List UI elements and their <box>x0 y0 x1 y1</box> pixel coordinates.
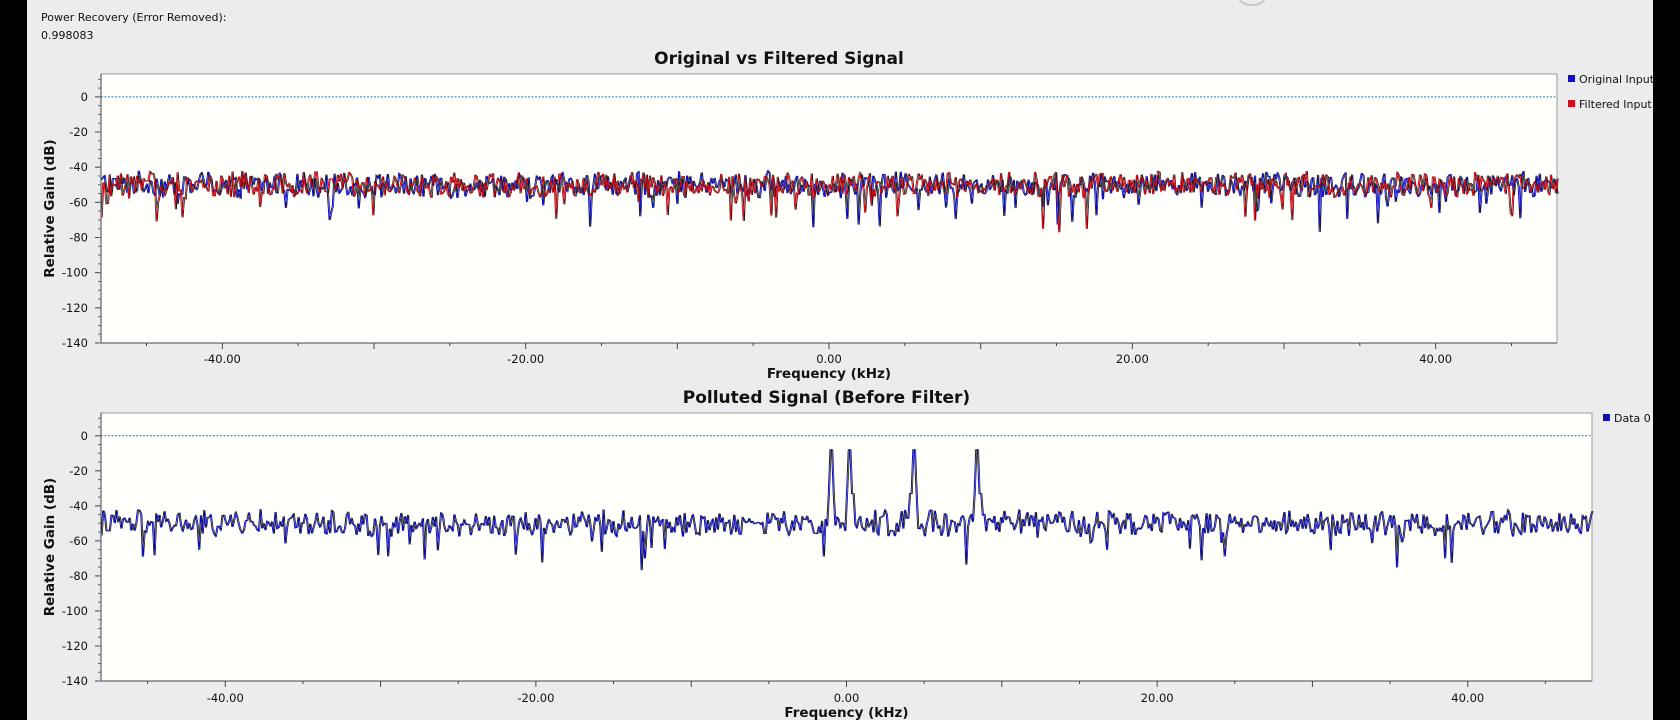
legend-swatch <box>1568 100 1575 107</box>
power-recovery-label: Power Recovery (Error Removed): <box>41 11 227 24</box>
chart-title: Original vs Filtered Signal <box>654 49 904 69</box>
x-tick-label: -40.00 <box>207 691 244 705</box>
y-tick-label: -140 <box>62 336 88 350</box>
legend-label: Data 0 <box>1614 412 1651 425</box>
y-axis-label: Relative Gain (dB) <box>42 139 58 277</box>
x-axis-label: Frequency (kHz) <box>784 705 908 720</box>
y-tick-label: 0 <box>81 429 88 443</box>
x-tick-label: -20.00 <box>517 691 554 705</box>
y-tick-label: 0 <box>81 90 88 104</box>
right-edge-bar <box>1653 0 1680 720</box>
x-tick-label: 20.00 <box>1116 352 1149 366</box>
left-edge-bar <box>0 0 27 720</box>
series-line-data-0 <box>100 449 1593 571</box>
x-tick-label: -40.00 <box>204 352 241 366</box>
chart-2: Polluted Signal (Before Filter) 0 -20 -40 -6… <box>42 388 1651 720</box>
x-tick-label: 20.00 <box>1141 691 1174 705</box>
y-tick-label: -80 <box>69 231 88 245</box>
y-tick-label: -20 <box>69 464 88 478</box>
y-tick-label: -40 <box>69 160 88 174</box>
series-line-original-input <box>100 169 1558 232</box>
x-axis-label: Frequency (kHz) <box>767 366 891 382</box>
y-tick-label: -120 <box>62 301 88 315</box>
power-recovery-value: 0.998083 <box>41 29 94 42</box>
legend-label: Original Input <box>1579 73 1655 86</box>
legend-label: Filtered Input <box>1579 98 1652 111</box>
chart-title: Polluted Signal (Before Filter) <box>683 388 970 408</box>
x-tick-label: 0.00 <box>834 691 860 705</box>
y-tick-label: -20 <box>69 125 88 139</box>
y-tick-label: -100 <box>62 266 88 280</box>
y-tick-label: -60 <box>69 195 88 209</box>
chart-1: Original vs Filtered Signal 0 -20 -40 -60 -80… <box>42 49 1655 382</box>
y-tick-label: -40 <box>69 499 88 513</box>
y-tick-label: -60 <box>69 534 88 548</box>
legend-swatch <box>1568 75 1575 82</box>
y-tick-label: -120 <box>62 639 88 653</box>
x-tick-label: -20.00 <box>507 352 544 366</box>
x-tick-label: 0.00 <box>816 352 842 366</box>
series-line-filtered-input <box>100 170 1558 233</box>
y-tick-label: -80 <box>69 569 88 583</box>
trace-shadow <box>101 449 1594 571</box>
legend-swatch <box>1603 414 1610 421</box>
y-tick-label: -100 <box>62 604 88 618</box>
y-axis-label: Relative Gain (dB) <box>42 478 58 616</box>
x-tick-label: 40.00 <box>1419 352 1452 366</box>
y-tick-label: -140 <box>62 674 88 688</box>
plot-area <box>100 412 1593 682</box>
plot-area <box>100 73 1558 344</box>
x-tick-label: 40.00 <box>1451 691 1484 705</box>
